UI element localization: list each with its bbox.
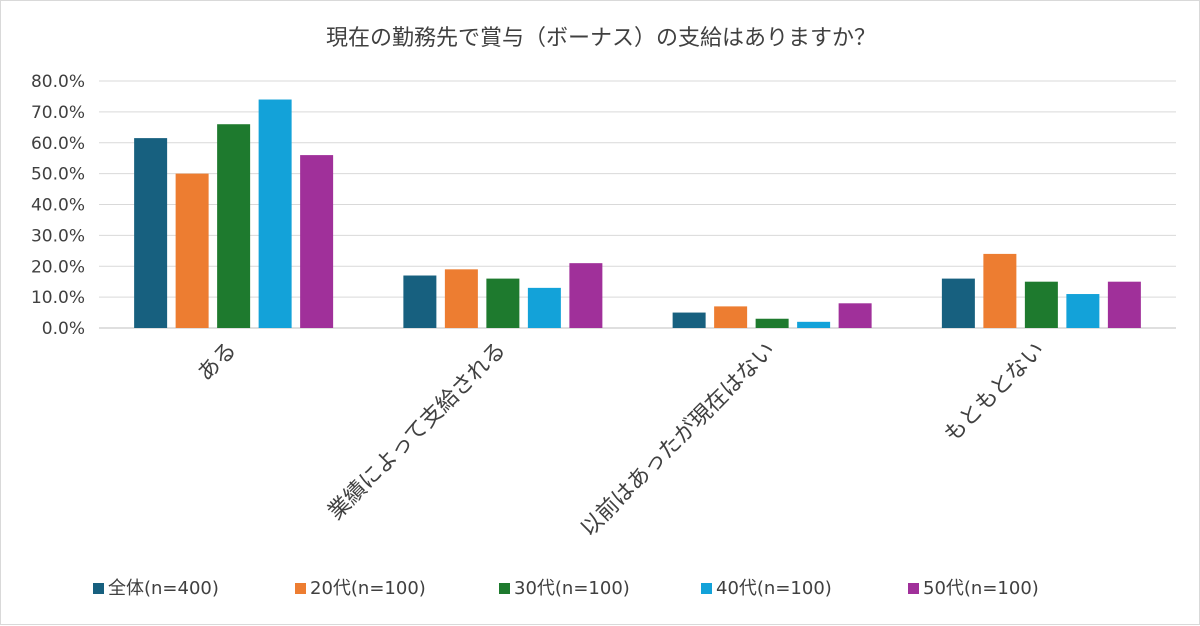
bar: [1066, 294, 1100, 328]
y-tick-label: 50.0%: [31, 165, 85, 185]
y-tick-label: 40.0%: [31, 196, 85, 216]
bar: [569, 263, 603, 328]
y-tick-label: 10.0%: [31, 288, 85, 308]
bar: [714, 306, 748, 328]
legend-label: 20代(n=100): [310, 578, 426, 599]
bar: [797, 321, 831, 328]
y-tick-label: 60.0%: [31, 134, 85, 154]
legend-label: 40代(n=100): [716, 578, 832, 599]
legend-swatch: [93, 583, 104, 594]
bar: [527, 287, 561, 328]
legend-swatch: [701, 583, 712, 594]
y-tick-label: 20.0%: [31, 257, 85, 277]
bar: [300, 155, 334, 328]
bar: [1107, 281, 1141, 328]
bar: [175, 173, 209, 328]
x-category-label: もともとない: [940, 338, 1050, 448]
legend: 全体(n=400) 20代(n=100) 30代(n=100) 40代(n=100) 5…: [93, 578, 1039, 599]
bar: [444, 269, 478, 328]
bar: [941, 278, 975, 328]
y-tick-label: 30.0%: [31, 226, 85, 246]
x-category-label: 業績によって支給される: [324, 338, 512, 526]
x-category-label: ある: [193, 338, 242, 387]
y-tick-label: 70.0%: [31, 103, 85, 123]
bar: [258, 99, 292, 329]
legend-label: 全体(n=400): [108, 578, 219, 599]
bar: [1024, 281, 1058, 328]
y-tick-label: 80.0%: [31, 72, 85, 92]
bar: [672, 312, 706, 328]
bar: [134, 138, 168, 328]
legend-label: 50代(n=100): [923, 578, 1039, 599]
legend-swatch: [908, 583, 919, 594]
bar: [217, 124, 251, 328]
legend-swatch: [295, 583, 306, 594]
bar: [755, 318, 789, 328]
bar: [486, 278, 520, 328]
y-tick-label: 0.0%: [42, 319, 85, 339]
x-category-label: 以前はあったが現在はない: [576, 338, 780, 542]
legend-swatch: [499, 583, 510, 594]
bar: [403, 275, 437, 328]
legend-label: 30代(n=100): [514, 578, 630, 599]
y-axis: 0.0% 10.0% 20.0% 30.0% 40.0% 50.0% 60.0% 70.0% 8…: [31, 72, 85, 339]
bar: [838, 303, 872, 328]
x-axis: ある 業績によって支給される 以前はあったが現在はない もともとない: [193, 338, 1050, 542]
bar: [983, 253, 1017, 328]
chart-title: 現在の勤務先で賞与（ボーナス）の支給はありますか？: [326, 26, 876, 51]
bars: [134, 99, 1141, 329]
